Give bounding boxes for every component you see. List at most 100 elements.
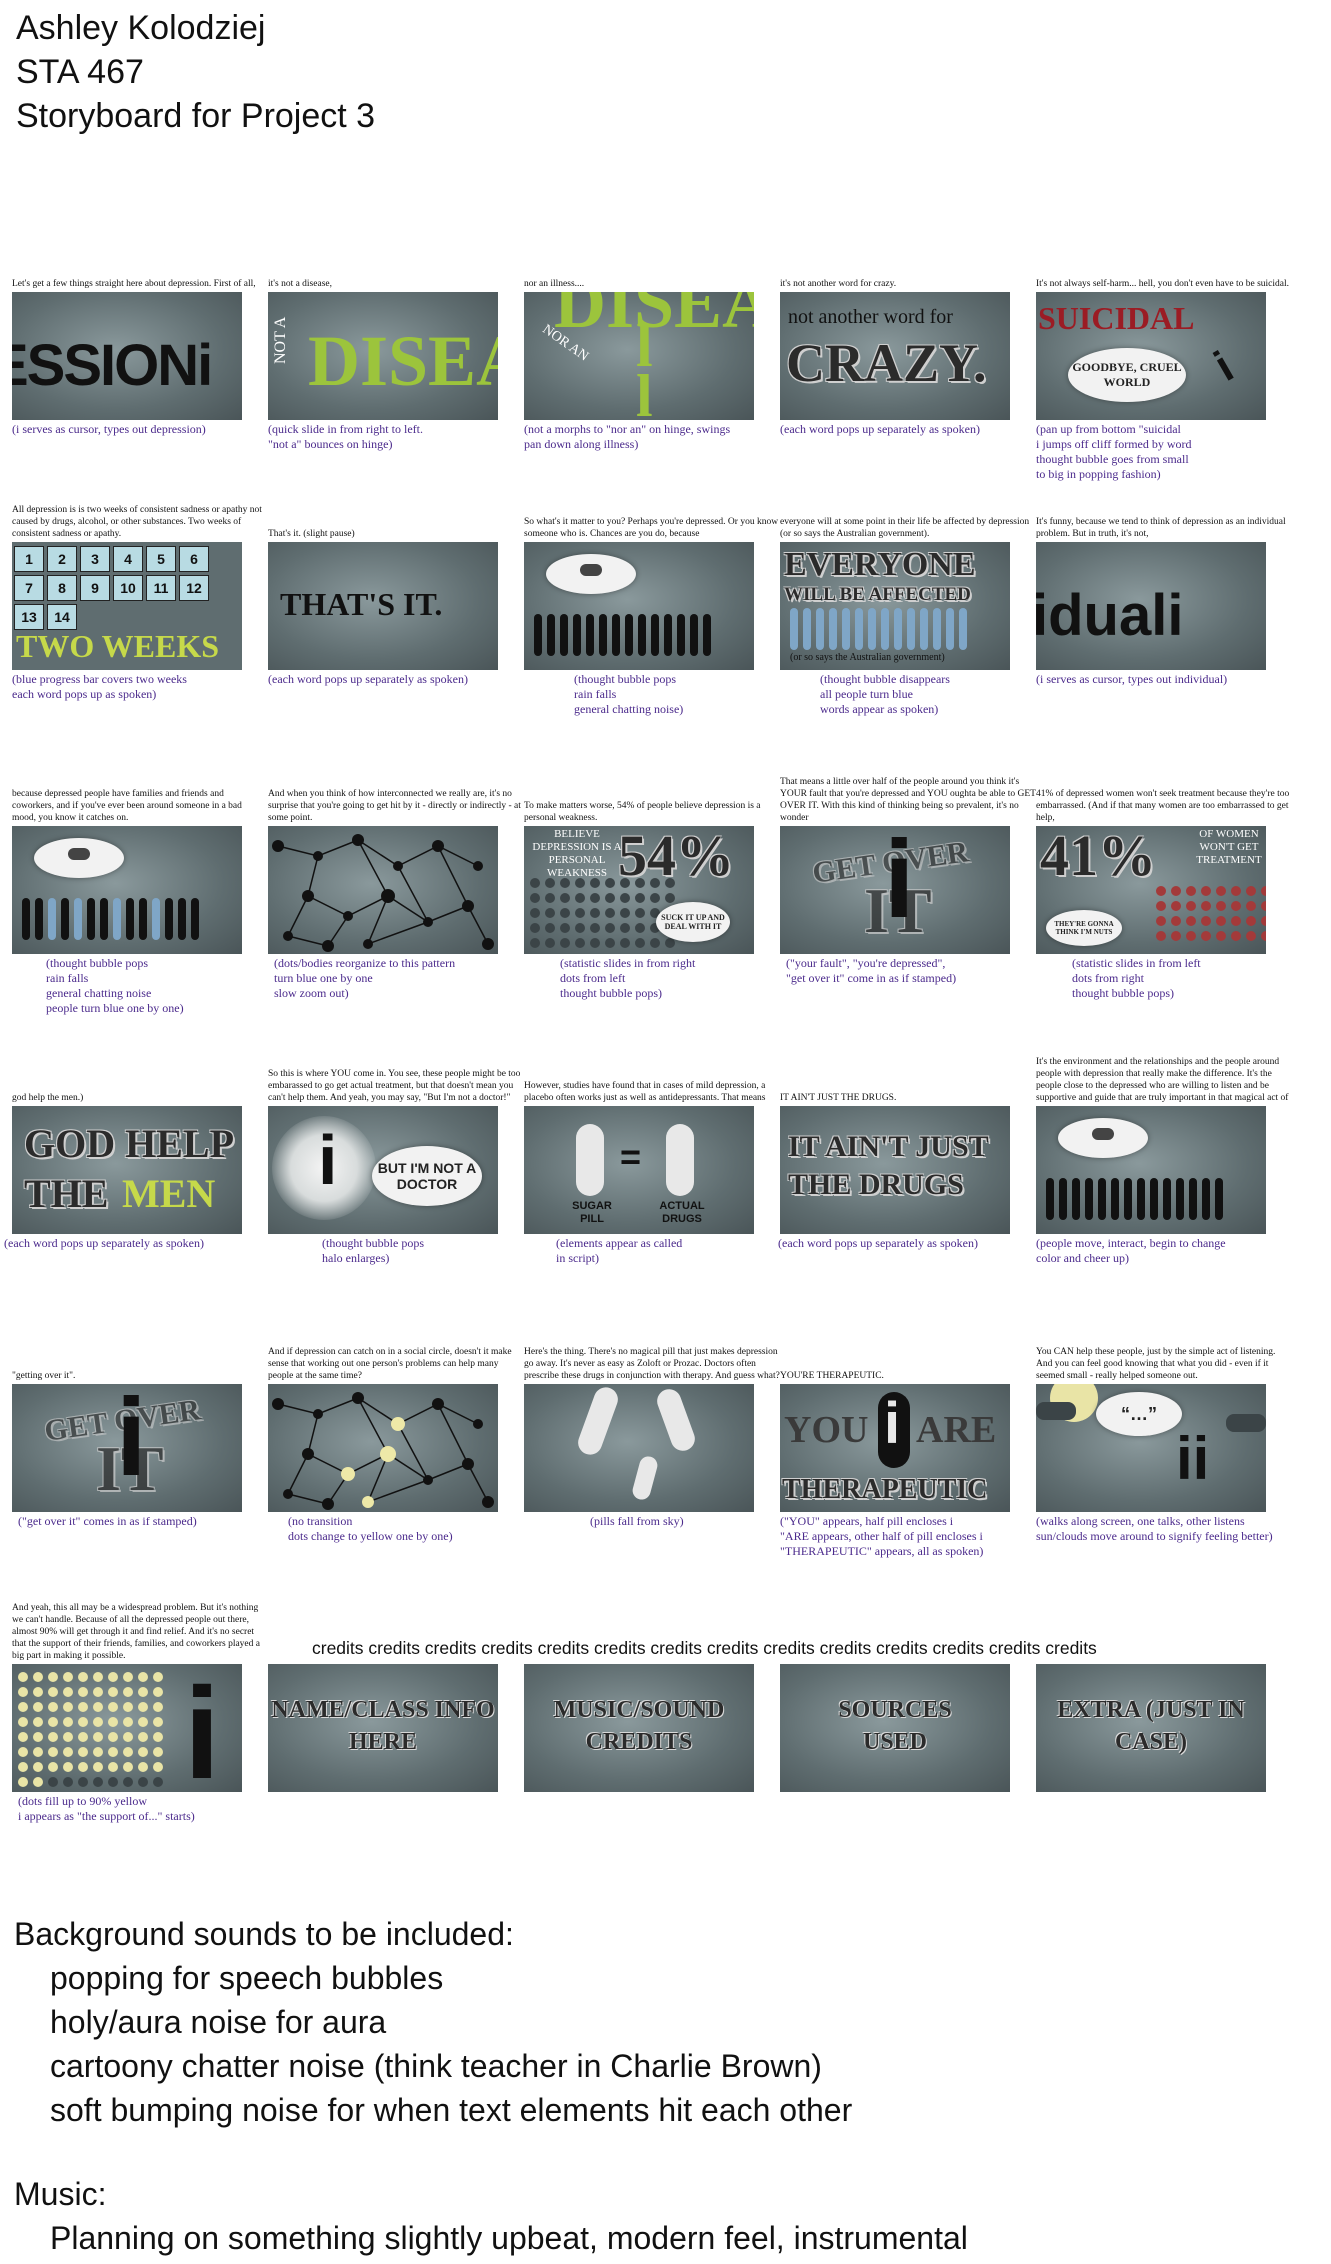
dot — [108, 1747, 118, 1757]
dot — [153, 1732, 163, 1742]
calendar-day: 7 — [14, 575, 44, 601]
panel-1: Let's get a few things straight here abo… — [12, 279, 268, 437]
dot — [48, 1747, 58, 1757]
dot — [48, 1777, 58, 1787]
dot — [93, 1777, 103, 1787]
panel-note: (blue progress bar covers two weeks each… — [12, 672, 187, 701]
panel-art-text: IT — [864, 875, 932, 946]
rain-cloud-icon — [1092, 1128, 1114, 1140]
dot — [123, 1732, 133, 1742]
panel-art-text: CRAZY. — [786, 333, 987, 393]
panel-art-text: DISEA — [554, 292, 754, 343]
panel-script: because depressed people have families a… — [12, 789, 242, 823]
panel-note: (dots/bodies reorganize to this pattern … — [274, 956, 456, 1000]
panel-30: EXTRA (JUST IN CASE) — [1036, 1664, 1292, 1792]
panel-art-text: l — [636, 313, 653, 379]
panel-frame: = SUGAR PILL ACTUAL DRUGS — [524, 1106, 754, 1234]
people-row — [1046, 1178, 1256, 1220]
panel-4: it's not another word for crazy. not ano… — [780, 279, 1036, 437]
panel-script: That means a little over half of the peo… — [780, 777, 1036, 823]
calendar-day: 2 — [47, 546, 77, 572]
dot — [33, 1672, 43, 1682]
panel-art-text: GOD HELP — [24, 1121, 235, 1166]
panel-script: That's it. (slight pause) — [268, 529, 355, 539]
dot — [93, 1687, 103, 1697]
panel-21: "getting over it". GET OVER IT i ("get o… — [12, 1371, 268, 1529]
people-row — [22, 898, 232, 940]
panel-frame: i — [12, 1664, 242, 1792]
panel-note: (statistic slides in from right dots fro… — [560, 956, 696, 1000]
dot — [48, 1762, 58, 1772]
panel-frame: “…” ii — [1036, 1384, 1266, 1512]
panel-24: YOU'RE THERAPEUTIC. YOU i ARE THERAPEUTI… — [780, 1371, 1036, 1559]
person-i-icon: i — [318, 1121, 338, 1199]
rain-cloud-icon — [580, 564, 602, 576]
dot — [18, 1672, 28, 1682]
calendar-day: 13 — [14, 604, 44, 630]
person-i-icon: i — [884, 1391, 901, 1456]
pill-enclosure-icon — [878, 1392, 910, 1468]
people-row — [790, 608, 1000, 650]
panel-script: god help the men.) — [12, 1093, 84, 1103]
panel-note: (i serves as cursor, types out individua… — [1036, 672, 1228, 686]
panel-script: However, studies have found that in case… — [524, 1081, 766, 1103]
sound-item: soft bumping noise for when text element… — [50, 2092, 853, 2128]
sound-item: holy/aura noise for aura — [50, 2004, 387, 2040]
halo-glow — [272, 1116, 376, 1220]
credits-banner: credits credits credits credits credits … — [312, 1638, 1097, 1658]
dot — [48, 1732, 58, 1742]
panel-frame: 41% OF WOMEN WON'T GET TREATMENT THEY'RE… — [1036, 826, 1266, 954]
panel-script: YOU'RE THERAPEUTIC. — [780, 1371, 884, 1381]
network-graph — [272, 834, 494, 952]
thought-bubble: GOODBYE, CRUEL WORLD — [1068, 348, 1186, 402]
course-code: STA 467 — [16, 53, 144, 91]
panel-note: (thought bubble pops halo enlarges) — [322, 1236, 424, 1265]
actual-drug-pill-icon — [666, 1124, 694, 1196]
panel-15: 41% of depressed women won't seek treatm… — [1036, 789, 1292, 1001]
calendar-day: 5 — [146, 546, 176, 572]
dot — [63, 1747, 73, 1757]
panel-note: ("get over it" comes in as if stamped) — [18, 1514, 197, 1528]
panel-art-text: NOT A — [272, 316, 289, 364]
panel-12: And when you think of how interconnected… — [268, 789, 524, 1001]
panel-script: It's funny, because we tend to think of … — [1036, 517, 1286, 539]
panel-script: And when you think of how interconnected… — [268, 789, 521, 823]
panel-art-text: MEN — [122, 1171, 216, 1216]
panel-art-text: EVERYONE — [784, 546, 976, 583]
dot — [108, 1717, 118, 1727]
panel-17: So this is where YOU come in. You see, t… — [268, 1069, 524, 1266]
panel-script: it's not a disease, — [268, 279, 332, 289]
dot — [93, 1672, 103, 1682]
credits-title: SOURCES USED — [838, 1697, 952, 1755]
panel-22: And if depression can catch on in a soci… — [268, 1347, 524, 1544]
panel-note: (thought bubble pops rain falls general … — [574, 672, 684, 716]
falling-pill-icon — [574, 1384, 622, 1458]
panel-18: However, studies have found that in case… — [524, 1081, 780, 1266]
thought-bubble: BUT I'M NOT A DOCTOR — [372, 1146, 482, 1206]
dot — [48, 1717, 58, 1727]
panel-frame: EXTRA (JUST IN CASE) — [1036, 1664, 1266, 1792]
cloud-icon — [1036, 1402, 1076, 1420]
dot — [153, 1717, 163, 1727]
people-row — [534, 614, 744, 656]
dot — [153, 1702, 163, 1712]
panel-frame: YOU i ARE THERAPEUTIC — [780, 1384, 1010, 1512]
panel-frame: ESSIONi — [12, 292, 242, 420]
panel-frame — [268, 1384, 498, 1512]
panel-art-text: SUICIDAL — [1038, 300, 1195, 336]
dot — [18, 1747, 28, 1757]
panel-frame: THAT'S IT. — [268, 542, 498, 670]
dot — [138, 1687, 148, 1697]
panel-frame: DISEA NOR AN l l — [524, 292, 754, 420]
person-i-icon: ii — [1176, 1425, 1210, 1492]
panel-frame: SUICIDAL GOODBYE, CRUEL WORLD i — [1036, 292, 1266, 420]
panel-art-text: THAT'S IT. — [280, 586, 443, 622]
panel-frame: not another word for CRAZY. — [780, 292, 1010, 420]
panel-29: SOURCES USED — [780, 1664, 1036, 1792]
panel-script: And yeah, this all may be a widespread p… — [12, 1603, 260, 1661]
dot — [18, 1702, 28, 1712]
music-heading: Music: — [14, 2176, 107, 2212]
dot — [123, 1717, 133, 1727]
panel-frame: NAME/CLASS INFO HERE — [268, 1664, 498, 1792]
panel-25: You CAN help these people, just by the s… — [1036, 1347, 1292, 1544]
